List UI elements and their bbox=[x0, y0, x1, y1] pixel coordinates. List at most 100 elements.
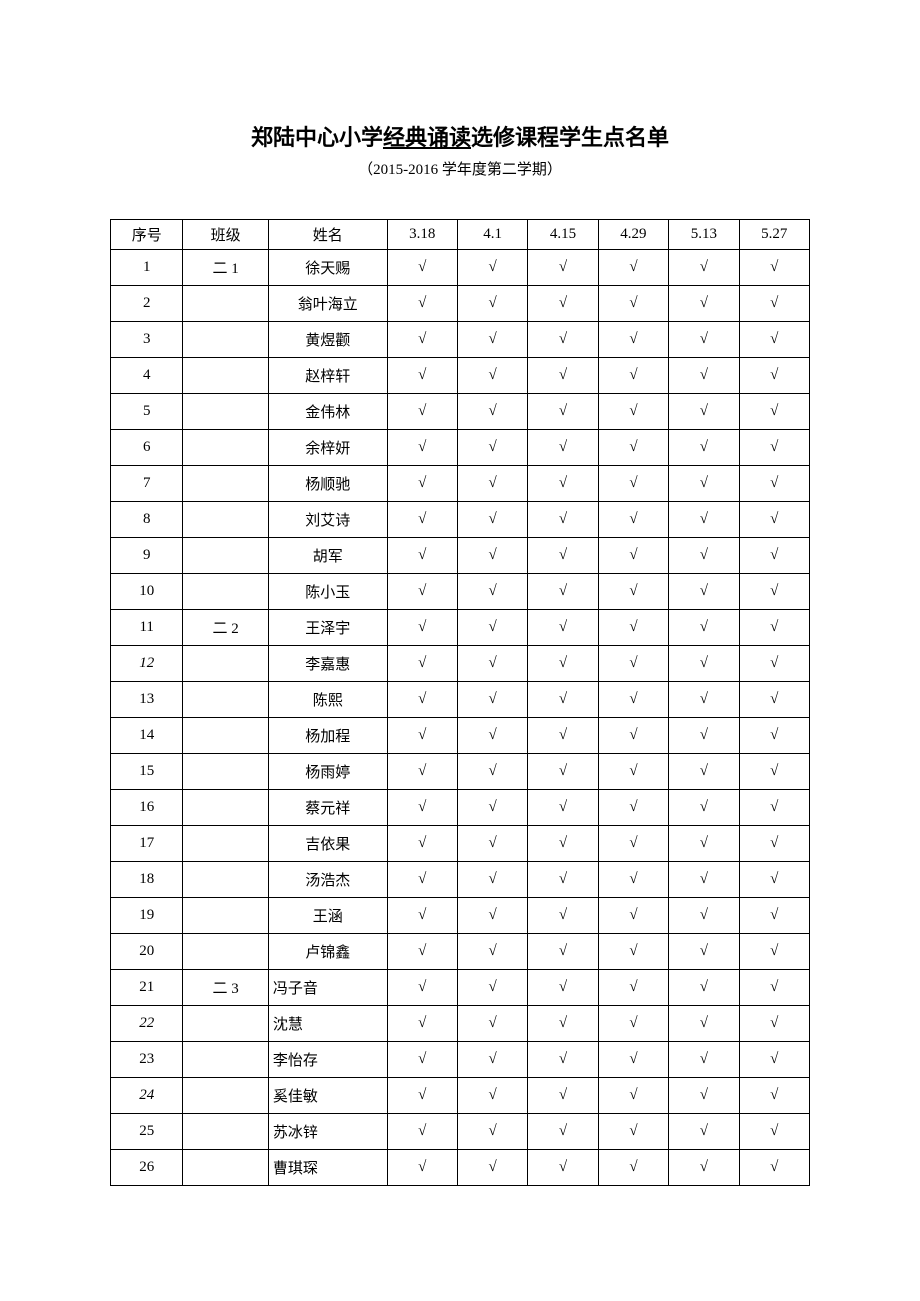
cell-mark: √ bbox=[457, 250, 527, 286]
cell-mark: √ bbox=[528, 394, 598, 430]
table-row: 1二 1徐天赐√√√√√√ bbox=[111, 250, 810, 286]
cell-mark: √ bbox=[669, 358, 739, 394]
cell-mark: √ bbox=[739, 1114, 809, 1150]
cell-mark: √ bbox=[528, 682, 598, 718]
cell-mark: √ bbox=[387, 538, 457, 574]
cell-mark: √ bbox=[739, 358, 809, 394]
cell-mark: √ bbox=[387, 466, 457, 502]
cell-seq: 11 bbox=[111, 610, 183, 646]
cell-seq: 12 bbox=[111, 646, 183, 682]
cell-name: 黄煜颧 bbox=[268, 322, 387, 358]
cell-mark: √ bbox=[387, 790, 457, 826]
table-row: 26曹琪琛√√√√√√ bbox=[111, 1150, 810, 1186]
cell-mark: √ bbox=[598, 1042, 668, 1078]
cell-mark: √ bbox=[598, 322, 668, 358]
cell-mark: √ bbox=[598, 430, 668, 466]
cell-mark: √ bbox=[387, 682, 457, 718]
cell-seq: 19 bbox=[111, 898, 183, 934]
cell-mark: √ bbox=[528, 250, 598, 286]
cell-seq: 7 bbox=[111, 466, 183, 502]
cell-name: 奚佳敏 bbox=[268, 1078, 387, 1114]
table-row: 10陈小玉√√√√√√ bbox=[111, 574, 810, 610]
cell-mark: √ bbox=[598, 862, 668, 898]
cell-name: 翁叶海立 bbox=[268, 286, 387, 322]
cell-mark: √ bbox=[669, 790, 739, 826]
cell-mark: √ bbox=[528, 790, 598, 826]
cell-class bbox=[183, 1114, 268, 1150]
cell-class bbox=[183, 430, 268, 466]
cell-class bbox=[183, 466, 268, 502]
cell-mark: √ bbox=[739, 1042, 809, 1078]
cell-mark: √ bbox=[598, 1150, 668, 1186]
cell-mark: √ bbox=[387, 646, 457, 682]
cell-mark: √ bbox=[598, 538, 668, 574]
cell-mark: √ bbox=[598, 646, 668, 682]
header-date-1: 4.1 bbox=[457, 220, 527, 250]
cell-mark: √ bbox=[457, 358, 527, 394]
table-row: 19王涵√√√√√√ bbox=[111, 898, 810, 934]
cell-seq: 3 bbox=[111, 322, 183, 358]
header-date-5: 5.27 bbox=[739, 220, 809, 250]
cell-mark: √ bbox=[598, 826, 668, 862]
cell-class bbox=[183, 682, 268, 718]
cell-mark: √ bbox=[669, 322, 739, 358]
cell-seq: 8 bbox=[111, 502, 183, 538]
cell-mark: √ bbox=[598, 466, 668, 502]
cell-mark: √ bbox=[739, 790, 809, 826]
cell-name: 陈小玉 bbox=[268, 574, 387, 610]
cell-mark: √ bbox=[528, 502, 598, 538]
cell-mark: √ bbox=[739, 898, 809, 934]
cell-mark: √ bbox=[528, 1114, 598, 1150]
cell-mark: √ bbox=[669, 250, 739, 286]
cell-mark: √ bbox=[528, 1042, 598, 1078]
cell-name: 苏冰锌 bbox=[268, 1114, 387, 1150]
cell-name: 胡军 bbox=[268, 538, 387, 574]
cell-mark: √ bbox=[457, 1006, 527, 1042]
cell-seq: 17 bbox=[111, 826, 183, 862]
cell-mark: √ bbox=[528, 1006, 598, 1042]
cell-mark: √ bbox=[457, 718, 527, 754]
cell-mark: √ bbox=[387, 1042, 457, 1078]
cell-mark: √ bbox=[528, 610, 598, 646]
cell-name: 余梓妍 bbox=[268, 430, 387, 466]
cell-mark: √ bbox=[457, 610, 527, 646]
cell-mark: √ bbox=[739, 682, 809, 718]
cell-mark: √ bbox=[387, 394, 457, 430]
cell-mark: √ bbox=[598, 718, 668, 754]
cell-mark: √ bbox=[739, 286, 809, 322]
cell-mark: √ bbox=[387, 610, 457, 646]
cell-class bbox=[183, 538, 268, 574]
cell-mark: √ bbox=[598, 286, 668, 322]
cell-mark: √ bbox=[528, 898, 598, 934]
attendance-table: 序号 班级 姓名 3.18 4.1 4.15 4.29 5.13 5.27 1二… bbox=[110, 219, 810, 1186]
cell-mark: √ bbox=[739, 1006, 809, 1042]
cell-mark: √ bbox=[528, 322, 598, 358]
cell-mark: √ bbox=[598, 1114, 668, 1150]
cell-class bbox=[183, 898, 268, 934]
cell-seq: 20 bbox=[111, 934, 183, 970]
table-row: 4赵梓轩√√√√√√ bbox=[111, 358, 810, 394]
cell-mark: √ bbox=[669, 1042, 739, 1078]
cell-mark: √ bbox=[598, 394, 668, 430]
table-row: 22沈慧√√√√√√ bbox=[111, 1006, 810, 1042]
cell-mark: √ bbox=[669, 934, 739, 970]
table-row: 9胡军√√√√√√ bbox=[111, 538, 810, 574]
cell-mark: √ bbox=[739, 826, 809, 862]
cell-mark: √ bbox=[457, 934, 527, 970]
cell-mark: √ bbox=[739, 646, 809, 682]
cell-seq: 26 bbox=[111, 1150, 183, 1186]
cell-mark: √ bbox=[528, 718, 598, 754]
cell-name: 蔡元祥 bbox=[268, 790, 387, 826]
cell-seq: 25 bbox=[111, 1114, 183, 1150]
cell-class bbox=[183, 646, 268, 682]
cell-mark: √ bbox=[387, 970, 457, 1006]
cell-name: 沈慧 bbox=[268, 1006, 387, 1042]
cell-mark: √ bbox=[387, 754, 457, 790]
table-body: 1二 1徐天赐√√√√√√2翁叶海立√√√√√√3黄煜颧√√√√√√4赵梓轩√√… bbox=[111, 250, 810, 1186]
cell-class bbox=[183, 862, 268, 898]
cell-mark: √ bbox=[669, 502, 739, 538]
header-date-2: 4.15 bbox=[528, 220, 598, 250]
table-row: 20卢锦鑫√√√√√√ bbox=[111, 934, 810, 970]
cell-seq: 5 bbox=[111, 394, 183, 430]
cell-class bbox=[183, 754, 268, 790]
